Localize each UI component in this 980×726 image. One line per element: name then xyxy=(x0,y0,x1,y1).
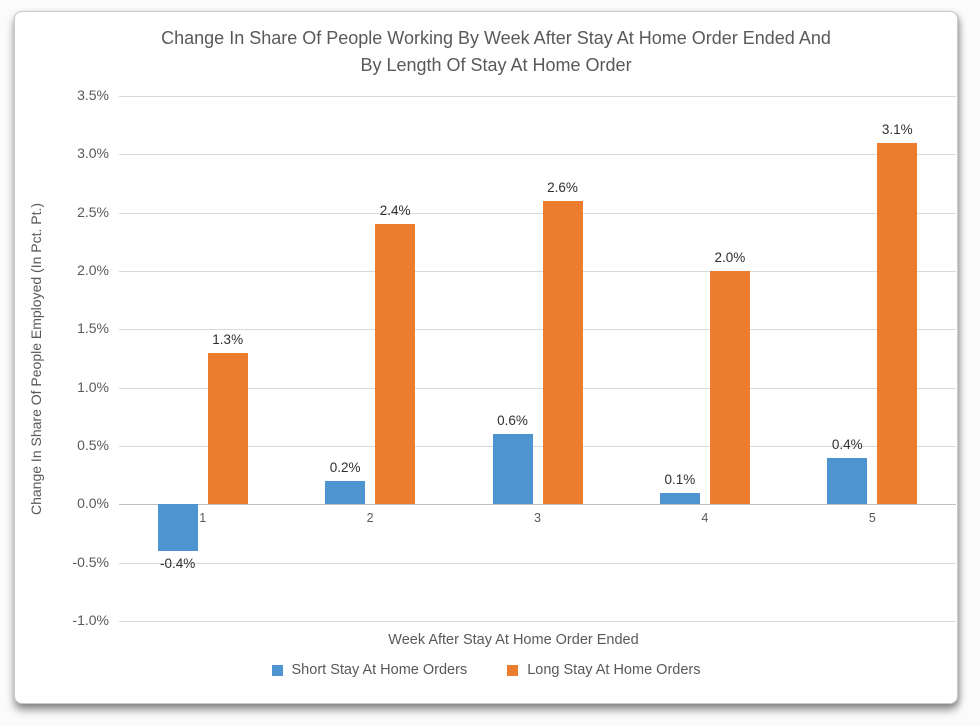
data-label-long-stay-week-5: 3.1% xyxy=(881,121,913,137)
data-label-long-stay-week-2: 2.4% xyxy=(379,203,411,219)
data-label-short-stay-week-1: -0.4% xyxy=(160,556,196,571)
y-tick-label: 0.5% xyxy=(77,437,109,453)
gridline xyxy=(119,212,956,214)
gridline xyxy=(119,387,956,389)
legend-swatch-icon xyxy=(271,664,283,676)
y-tick-label: 3.0% xyxy=(77,145,109,162)
legend-label: Long Stay At Home Orders xyxy=(527,662,701,678)
gridline xyxy=(119,446,956,447)
legend-item-short-stay: Short Stay At Home Orders xyxy=(271,662,468,678)
data-label-long-stay-week-3: 2.6% xyxy=(547,180,578,195)
x-category-label-week-1: 1 xyxy=(199,511,207,526)
x-category-label-week-2: 2 xyxy=(366,511,374,526)
chart-card: Change In Share Of People Working By Wee… xyxy=(14,11,958,704)
data-label-short-stay-week-3: 0.6% xyxy=(497,413,528,429)
y-tick-label: 2.0% xyxy=(77,262,109,278)
x-axis-title: Week After Stay At Home Order Ended xyxy=(388,632,639,648)
gridline xyxy=(119,329,956,331)
gridline xyxy=(119,96,956,97)
bar-short-stay-week-1 xyxy=(157,504,198,551)
gridline xyxy=(119,271,956,272)
y-tick-label: 1.5% xyxy=(77,320,109,337)
data-label-short-stay-week-5: 0.4% xyxy=(831,436,863,452)
bar-short-stay-week-4 xyxy=(659,492,700,505)
x-category-label-week-3: 3 xyxy=(534,511,541,526)
y-tick-label: 3.5% xyxy=(77,87,109,103)
x-category-label-week-4: 4 xyxy=(701,511,709,526)
data-label-long-stay-week-4: 2.0% xyxy=(714,250,746,265)
chart-title-line-2: By Length Of Stay At Home Order xyxy=(360,55,632,75)
bar-long-stay-week-3 xyxy=(542,201,583,505)
chart-title-line-1: Change In Share Of People Working By Wee… xyxy=(161,28,831,48)
y-axis-tick-labels: 3.5% 3.0% 2.5% 2.0% 1.5% 1.0% 0.5% 0.0% -0.5% -1.… xyxy=(15,87,109,628)
zero-gridline xyxy=(119,504,956,506)
bar-long-stay-week-2 xyxy=(375,224,416,505)
gridline xyxy=(119,621,956,622)
bar-long-stay-week-1 xyxy=(207,352,248,505)
bar-long-stay-week-4 xyxy=(709,271,750,505)
legend-swatch-icon xyxy=(507,664,519,676)
data-label-short-stay-week-4: 0.1% xyxy=(664,471,696,487)
gridline xyxy=(119,562,956,564)
y-tick-label: -0.5% xyxy=(72,553,109,570)
y-tick-label: -1.0% xyxy=(72,612,109,628)
legend-label: Short Stay At Home Orders xyxy=(291,662,468,678)
y-tick-label: 2.5% xyxy=(77,203,109,220)
legend-item-long-stay: Long Stay At Home Orders xyxy=(507,662,700,678)
bar-long-stay-week-5 xyxy=(877,142,918,505)
y-tick-label: 0.0% xyxy=(77,495,109,512)
bar-short-stay-week-3 xyxy=(492,434,533,505)
gridline xyxy=(119,154,956,156)
data-label-long-stay-week-1: 1.3% xyxy=(212,331,244,347)
data-label-short-stay-week-2: 0.2% xyxy=(329,460,361,475)
plot-area: 1 -0.4% 1.3% 2 0.2% 2.4% 3 0.6% 2.6% 4 0.1% 2.0% 5 0.… xyxy=(119,96,956,622)
chart-title: Change In Share Of People Working By Wee… xyxy=(75,25,917,79)
x-category-label-week-5: 5 xyxy=(868,511,876,526)
y-tick-label: 1.0% xyxy=(77,378,109,395)
legend: Short Stay At Home Orders Long Stay At Ho… xyxy=(15,662,957,678)
bar-short-stay-week-2 xyxy=(325,481,366,505)
bar-short-stay-week-5 xyxy=(827,457,868,505)
